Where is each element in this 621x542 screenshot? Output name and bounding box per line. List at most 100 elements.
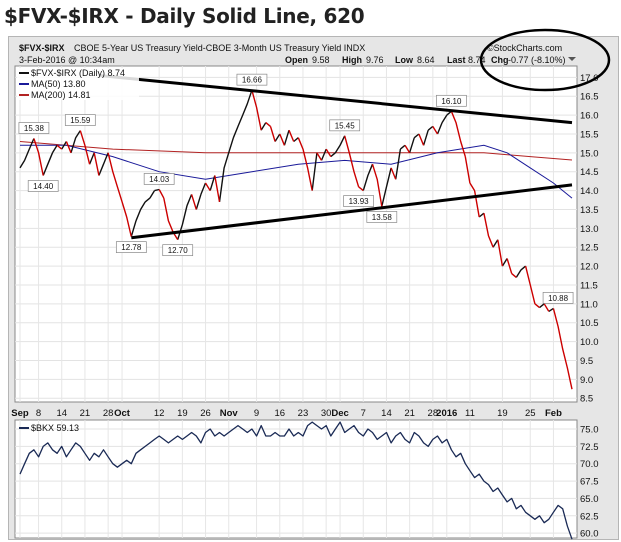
x-tick-label: Feb (545, 408, 562, 419)
legend-bkx: $BKX 59.13 (31, 423, 79, 433)
y-tick-label: 17.0 (580, 73, 599, 84)
annotation-label: 12.78 (115, 241, 147, 253)
open-label: Open (285, 55, 308, 65)
y-tick-label: 60.0 (580, 529, 599, 540)
x-tick-label: 12 (154, 408, 165, 419)
x-tick-label: 9 (254, 408, 259, 419)
x-tick-label: Nov (220, 408, 239, 419)
y-tick-label: 72.5 (580, 442, 599, 453)
x-tick-label: 28 (103, 408, 114, 419)
svg-text:16.10: 16.10 (441, 97, 462, 106)
x-tick-label: 21 (404, 408, 415, 419)
legend-ma200: MA(200) 14.81 (31, 90, 91, 100)
svg-text:15.45: 15.45 (335, 121, 356, 130)
legend: $FVX-$IRX (Daily) 8.74 MA(50) 13.80 MA(2… (17, 68, 139, 100)
svg-text:15.38: 15.38 (24, 124, 45, 133)
svg-text:16.66: 16.66 (242, 76, 263, 85)
x-tick-label: 19 (177, 408, 188, 419)
y-tick-label: 9.5 (580, 356, 593, 367)
annotation-label: 15.45 (329, 119, 361, 132)
main-vertical-gridlines (19, 66, 554, 402)
annotation-label: 10.88 (542, 292, 574, 304)
bkx-line (19, 421, 573, 540)
annotation-label: 14.03 (143, 173, 175, 185)
y-tick-label: 12.5 (580, 243, 599, 254)
svg-text:12.78: 12.78 (121, 243, 142, 252)
high-value: 9.76 (366, 55, 384, 65)
svg-text:13.93: 13.93 (349, 197, 370, 206)
annotation-label: 16.10 (436, 94, 467, 107)
lower-panel (14, 419, 578, 539)
svg-text:10.88: 10.88 (548, 294, 569, 303)
chg-label: Chg (491, 55, 509, 65)
y-tick-label: 62.5 (580, 511, 599, 522)
svg-text:14.03: 14.03 (149, 175, 170, 184)
annotation-label: 13.93 (343, 195, 374, 207)
svg-text:13.58: 13.58 (372, 213, 393, 222)
y-tick-label: 13.5 (580, 205, 599, 216)
x-tick-label: 28 (428, 408, 439, 419)
price-annotations: 15.38 14.40 15.59 12.78 14.03 12.70 16.66 15.45… (18, 73, 574, 304)
annotation-label: 15.38 (18, 122, 50, 134)
chart-symbol: $FVX-$IRX (19, 43, 65, 53)
last-value: 8.74 (468, 55, 486, 65)
x-tick-label: 2016 (436, 408, 457, 419)
x-tick-label: 21 (80, 408, 91, 419)
annotation-label: 15.59 (64, 114, 96, 126)
y-tick-label: 75.0 (580, 425, 599, 436)
y-tick-label: 65.0 (580, 494, 599, 505)
x-tick-label: 16 (274, 408, 285, 419)
y-tick-label: 16.0 (580, 111, 599, 122)
trendlines (98, 73, 573, 240)
x-tick-label: Dec (331, 408, 348, 419)
lower-vertical-gridlines (19, 420, 554, 538)
chg-value: -0.77 (-8.10%) (508, 55, 566, 65)
y-tick-label: 14.5 (580, 167, 599, 178)
date-label: 3-Feb-2016 @ 10:34am (19, 55, 115, 65)
x-tick-label: 8 (36, 408, 41, 419)
x-tick-label: Oct (114, 408, 131, 419)
main-y-axis-ticks: 17.0 16.5 16.0 15.5 15.0 14.5 14.0 13.5 13.0 12.5… (580, 73, 599, 405)
y-tick-label: 67.5 (580, 477, 599, 488)
trendline (131, 183, 573, 240)
x-tick-label: 30 (321, 408, 332, 419)
x-tick-label: 23 (298, 408, 309, 419)
y-tick-label: 15.5 (580, 129, 599, 140)
legend-main: $FVX-$IRX (Daily) 8.74 (31, 68, 125, 78)
price-line-down (33, 90, 573, 390)
y-tick-label: 70.0 (580, 459, 599, 470)
y-tick-label: 11.5 (580, 280, 598, 291)
x-tick-label: Sep (11, 408, 29, 419)
trendline (98, 73, 573, 125)
ma200-line (19, 141, 573, 161)
x-tick-label: 26 (200, 408, 211, 419)
svg-text:15.59: 15.59 (70, 116, 91, 125)
chart-description: CBOE 5-Year US Treasury Yield-CBOE 3-Mon… (74, 43, 365, 53)
svg-text:14.40: 14.40 (33, 182, 54, 191)
annotation-label: 14.40 (27, 180, 59, 192)
highlight-ellipse (479, 28, 611, 92)
y-tick-label: 11.0 (580, 299, 598, 310)
page-title: $FVX-$IRX - Daily Solid Line, 620 (4, 4, 365, 28)
low-label: Low (395, 55, 414, 65)
y-tick-label: 9.0 (580, 375, 593, 386)
chevron-down-icon[interactable] (568, 57, 576, 61)
main-panel (14, 65, 578, 403)
y-tick-label: 10.0 (580, 337, 599, 348)
high-label: High (342, 55, 362, 65)
x-tick-label: 11 (465, 408, 475, 419)
y-tick-label: 15.0 (580, 148, 599, 159)
brand-label[interactable]: ©StockCharts.com (487, 43, 562, 53)
x-tick-label: 25 (525, 408, 536, 419)
lower-y-axis-ticks: 75.0 72.5 70.0 67.5 65.0 62.5 60.0 (580, 425, 599, 540)
x-axis-ticks: Sep 8 14 21 28 Oct 12 19 26 Nov 9 16 23 30 Dec 7 14 21 282… (11, 408, 562, 419)
y-tick-label: 10.5 (580, 318, 599, 329)
y-tick-label: 12.0 (580, 262, 599, 273)
svg-text:12.70: 12.70 (168, 246, 189, 255)
legend-ma50: MA(50) 13.80 (31, 79, 86, 89)
y-tick-label: 8.5 (580, 394, 593, 405)
y-tick-label: 13.0 (580, 224, 599, 235)
y-tick-label: 14.0 (580, 186, 599, 197)
ma50-line (20, 144, 573, 199)
